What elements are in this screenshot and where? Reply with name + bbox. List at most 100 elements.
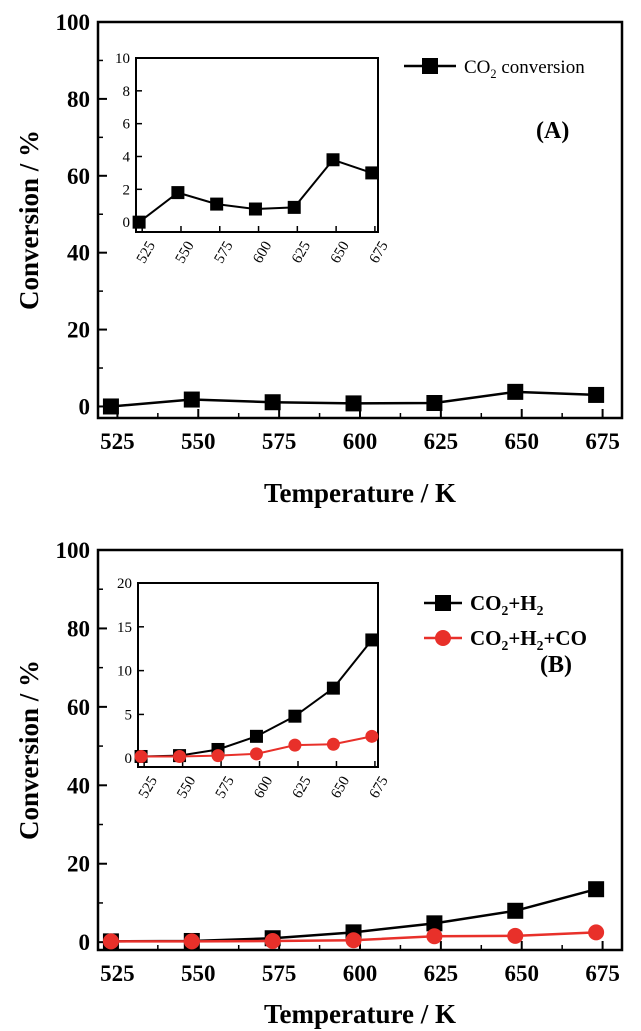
inset-data-point	[173, 749, 187, 763]
inset-y-tick-label: 10	[115, 51, 130, 67]
data-point	[426, 928, 443, 945]
inset-data-point	[365, 729, 379, 743]
y-tick-label: 40	[67, 241, 90, 266]
data-point	[588, 386, 605, 403]
data-point	[102, 398, 119, 415]
y-tick-label: 0	[79, 930, 91, 955]
inset-y-tick-label: 2	[123, 182, 131, 198]
inset-chart: 0 2 4 6 8 10 525 550 575 600 625 650 675	[115, 51, 392, 266]
x-tick-label: 575	[262, 429, 297, 454]
y-tick-label: 60	[67, 695, 90, 720]
inset-x-tick-label: 675	[367, 239, 392, 266]
panel-label: (A)	[536, 118, 569, 144]
y-tick-label: 100	[56, 538, 91, 563]
data-point	[507, 902, 524, 919]
x-tick-label: 575	[262, 961, 297, 986]
x-tick-label: 525	[100, 961, 135, 986]
y-tick-label: 20	[67, 318, 90, 343]
inset-y-tick-label: 10	[117, 664, 132, 680]
x-tick-label: 625	[424, 429, 459, 454]
inset-data-point	[326, 737, 340, 751]
inset-x-tick-label: 600	[251, 774, 276, 801]
data-point	[345, 395, 362, 412]
inset-data-point	[210, 197, 224, 211]
inset-x-tick-label: 650	[328, 774, 353, 801]
inset-data-point	[326, 681, 340, 695]
inset-y-tick-label: 5	[125, 707, 133, 723]
inset-data-point	[288, 738, 302, 752]
inset-x-tick-label: 525	[136, 774, 161, 801]
legend-text-part: +CO	[543, 626, 586, 650]
inset-x-tick-label: 675	[367, 774, 392, 801]
data-point	[345, 932, 362, 949]
y-tick-label: 0	[79, 394, 91, 419]
x-tick-label: 600	[343, 429, 378, 454]
x-axis-title: Temperature / K	[264, 478, 456, 508]
legend-text-part: 2	[490, 67, 496, 81]
inset-y-tick-label: 15	[117, 620, 132, 636]
x-tick-label: 550	[181, 961, 216, 986]
inset-data-point	[365, 166, 379, 180]
legend-text-part: 2	[537, 603, 544, 618]
x-tick-label: 525	[100, 429, 135, 454]
x-tick-label: 650	[504, 429, 539, 454]
inset-x-tick-label: 575	[211, 239, 236, 266]
y-axis-title: Conversion / %	[14, 130, 44, 310]
inset-y-tick-label: 6	[123, 117, 131, 133]
data-point	[588, 881, 605, 898]
inset-chart: 0 5 10 15 20 525 550 575 600 625 650 675	[117, 576, 392, 801]
inset-x-tick-label: 575	[213, 774, 238, 801]
inset-x-tick-label: 550	[174, 774, 199, 801]
data-point	[426, 395, 443, 412]
x-axis-title: Temperature / K	[264, 999, 456, 1029]
legend-text-part: 2	[502, 638, 509, 653]
legend-text-part: CO	[464, 57, 490, 78]
data-point	[264, 932, 281, 949]
inset-data-point	[249, 729, 263, 743]
inset-x-tick-label: 550	[173, 239, 198, 266]
data-point	[507, 383, 524, 400]
y-tick-label: 20	[67, 852, 90, 877]
inset-data-point	[134, 749, 148, 763]
y-tick-label: 80	[67, 616, 90, 641]
legend-text-part: CO	[470, 626, 502, 650]
inset-data-point	[287, 200, 301, 214]
legend-text-part: conversion	[497, 57, 586, 78]
legend-label: CO2+H2+CO	[470, 626, 587, 653]
legend-text-part: +H	[508, 591, 536, 615]
x-tick-label: 600	[343, 961, 378, 986]
y-axis-title: Conversion / %	[14, 660, 44, 840]
inset-x-tick-label: 650	[328, 239, 353, 266]
x-tick-label: 675	[585, 429, 620, 454]
legend-marker	[435, 630, 451, 646]
legend-marker	[422, 58, 438, 74]
legend-text-part: 2	[537, 638, 544, 653]
x-tick-label: 650	[504, 961, 539, 986]
data-point	[183, 933, 200, 950]
data-point	[102, 933, 119, 950]
inset-data-point	[248, 202, 262, 216]
inset-y-tick-label: 0	[125, 751, 133, 767]
inset-y-tick-label: 20	[117, 576, 132, 592]
inset-data-point	[365, 633, 379, 647]
legend-text-part: CO	[470, 591, 502, 615]
inset-data-point	[249, 747, 263, 761]
data-point	[264, 394, 281, 411]
inset-data-point	[211, 749, 225, 763]
legend-text-part: 2	[502, 603, 509, 618]
inset-data-point	[288, 709, 302, 723]
y-tick-label: 60	[67, 164, 90, 189]
inset-y-tick-label: 8	[123, 84, 131, 100]
data-point	[426, 915, 443, 932]
x-tick-label: 625	[424, 961, 459, 986]
inset-y-tick-label: 4	[123, 149, 131, 165]
x-tick-label: 675	[585, 961, 620, 986]
panel-label: (B)	[540, 652, 572, 678]
y-tick-label: 100	[56, 10, 91, 35]
data-point	[507, 927, 524, 944]
inset-data-point	[171, 186, 185, 200]
data-point	[588, 924, 605, 941]
